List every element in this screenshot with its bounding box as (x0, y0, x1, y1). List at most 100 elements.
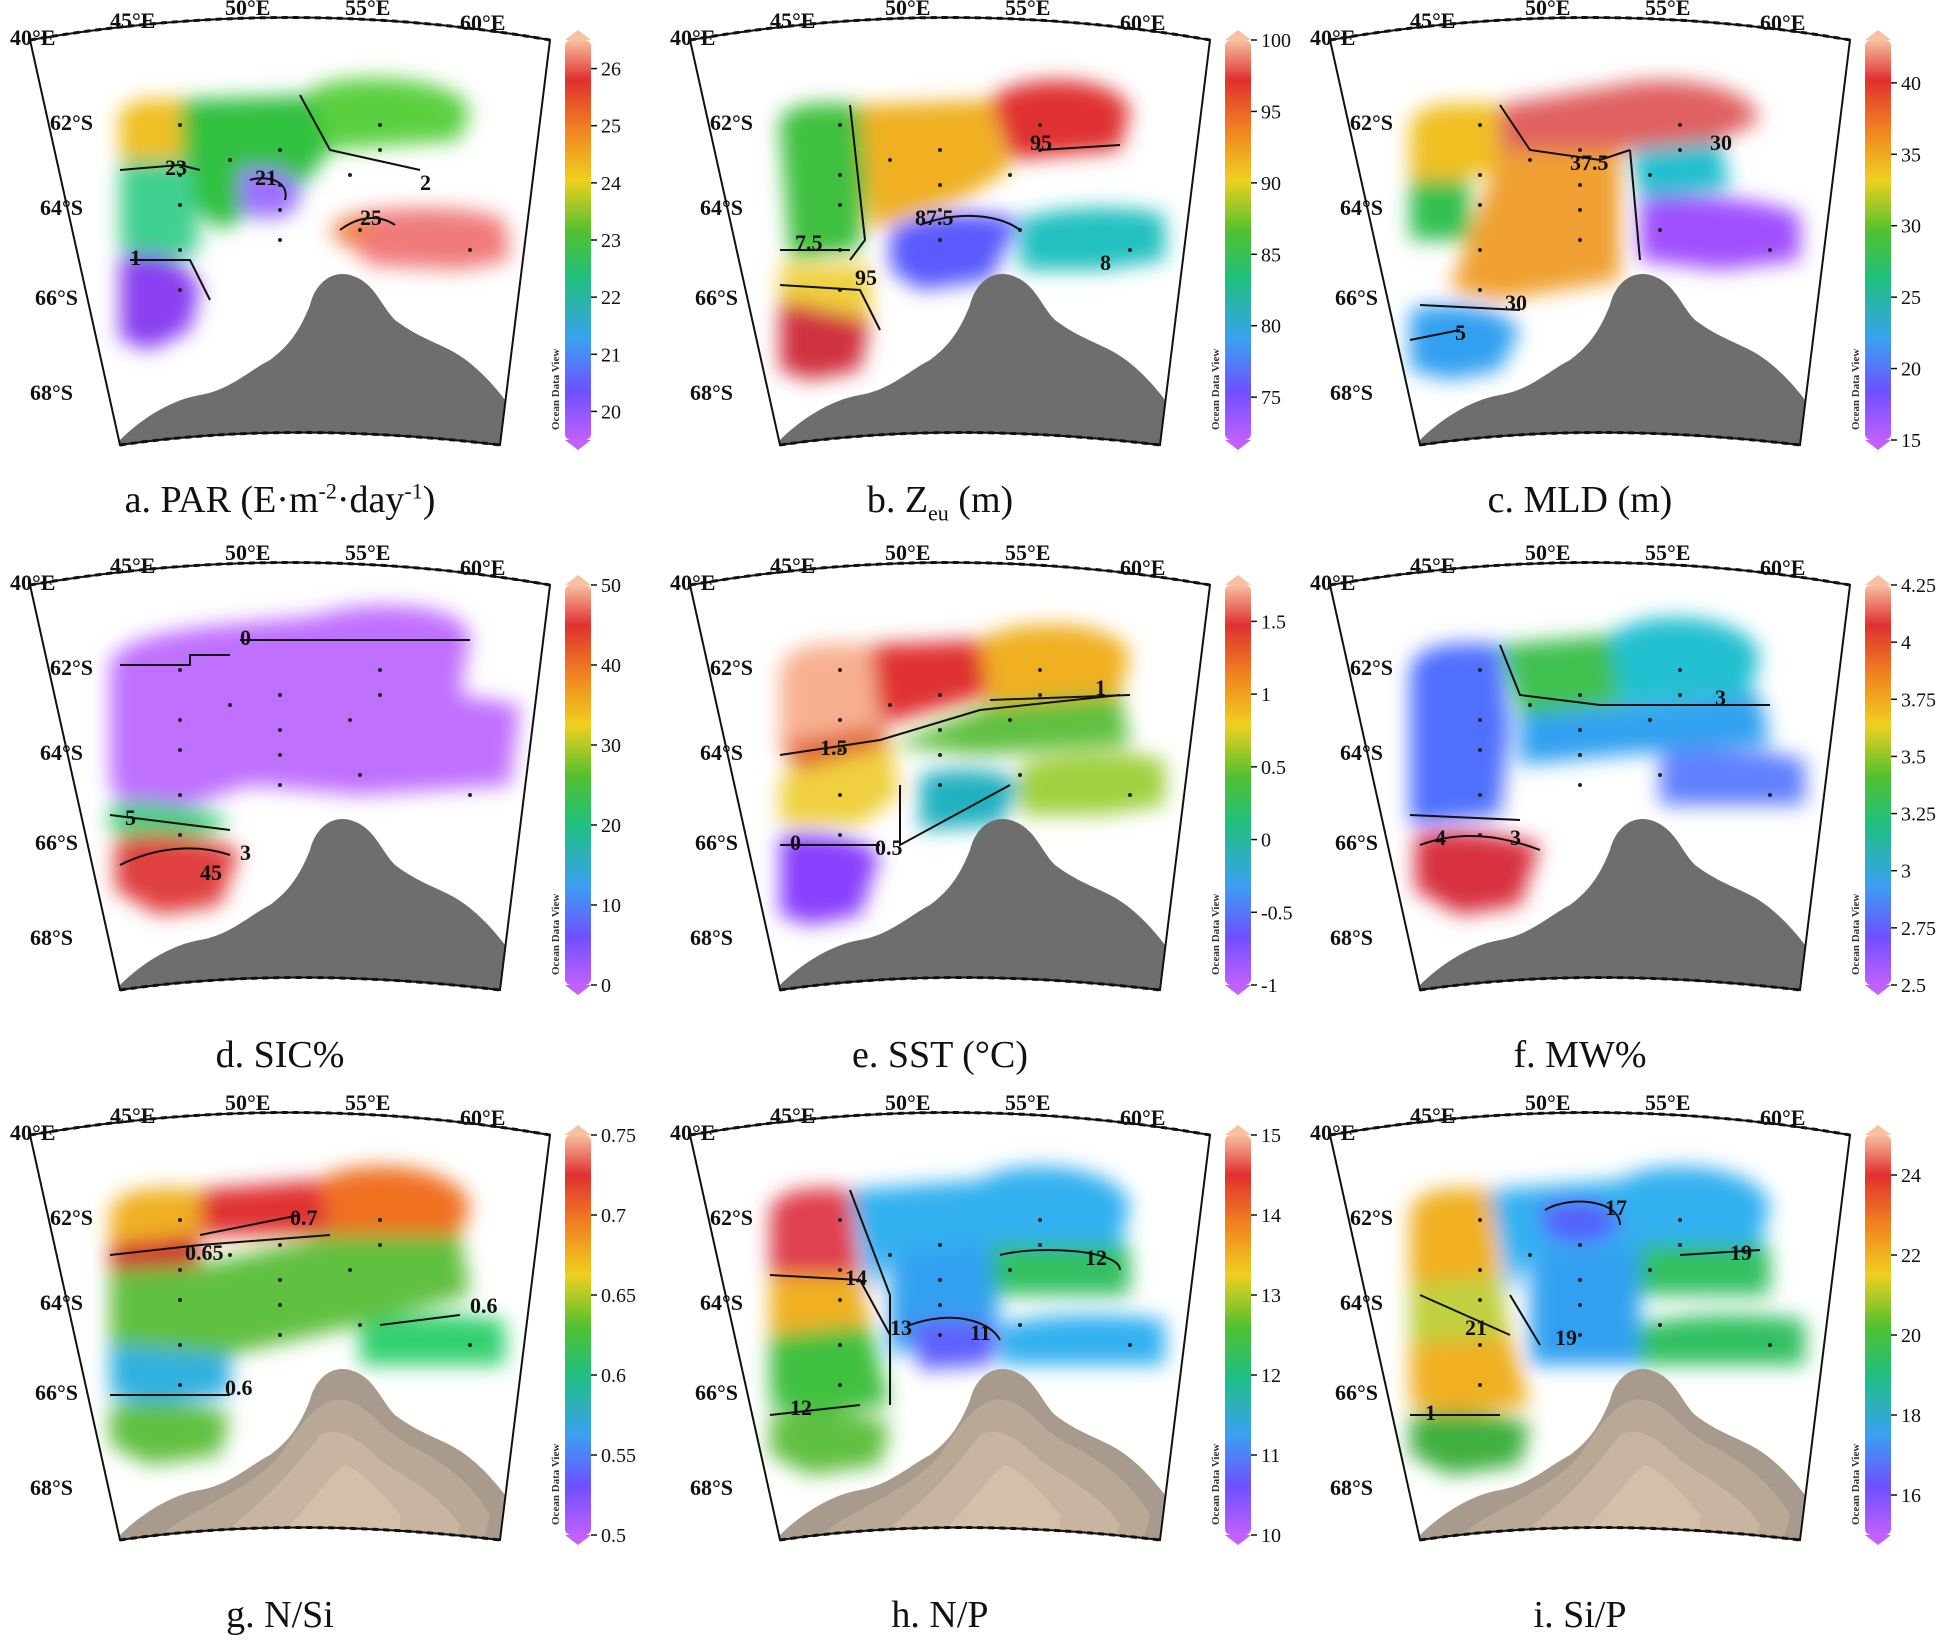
lon-label: 50°E (885, 1090, 930, 1115)
colorbar-tick-label: 10 (601, 895, 621, 917)
field-region (1020, 208, 1165, 270)
colorbar-credit: Ocean Data View (1850, 894, 1862, 975)
contour-line (1409, 814, 1521, 821)
colorbar-tick-label: 0.65 (601, 1285, 636, 1307)
station-dot (1658, 228, 1662, 232)
station-dot (1678, 148, 1682, 152)
lon-label: 40°E (10, 25, 55, 50)
map-h: 14 13 11 12 12 40°E 45°E 50°E 55°E 60°E 62°S 64°S 66… (670, 1090, 1281, 1547)
contour-line (249, 177, 287, 201)
station-dot (178, 288, 182, 292)
contour-label: 30 (1710, 130, 1732, 155)
contour-line (779, 284, 881, 331)
lon-label: 55°E (345, 1090, 390, 1115)
colorbar-tick-label: 40 (601, 655, 621, 677)
colorbar-tick-label: 0.5 (1261, 757, 1286, 779)
lon-label: 60°E (460, 555, 505, 580)
lat-label: 62°S (710, 110, 753, 135)
colorbar-tick-label: -0.5 (1261, 902, 1293, 924)
lon-label: 60°E (1120, 10, 1165, 35)
field-e (780, 624, 1165, 925)
field-region (120, 160, 200, 265)
field-d (110, 605, 520, 915)
colorbar-tick-label: 1 (1261, 684, 1271, 706)
lat-label: 64°S (40, 195, 83, 220)
colorbar-tick-label: 90 (1261, 173, 1281, 195)
contour-label: 21 (1465, 1315, 1487, 1340)
contour-line (109, 814, 231, 831)
station-dot (178, 248, 182, 252)
lat-label: 62°S (1350, 655, 1393, 680)
station-dot (378, 668, 382, 672)
station-dot (228, 703, 232, 707)
caption-i: i. Si/P (1300, 1593, 1860, 1637)
lat-label: 66°S (1335, 830, 1378, 855)
map-b: 95 87.5 7.5 95 8 40°E 45°E 50°E 55°E 60°E 62°S 64°S… (670, 0, 1291, 450)
station-dot (1528, 158, 1532, 162)
station-dot (1768, 1343, 1772, 1347)
field-a (118, 78, 510, 350)
contour-label: 1 (130, 245, 141, 270)
contour-label: 1 (1425, 1400, 1436, 1425)
colorbar-tick-label: 16 (1901, 1485, 1921, 1507)
colorbar-tick-label: 20 (601, 815, 621, 837)
station-dot (1128, 1343, 1132, 1347)
caption-a: a. PAR (E·m-2·day-1) (0, 478, 560, 522)
station-dot (1008, 173, 1012, 177)
lon-label: 55°E (1005, 1090, 1050, 1115)
lon-label: 40°E (670, 25, 715, 50)
lon-label: 45°E (770, 1103, 815, 1128)
colorbar-tick-label: 35 (1901, 144, 1921, 166)
lat-label: 68°S (30, 925, 73, 950)
station-dot (838, 1268, 842, 1272)
station-dot (838, 718, 842, 722)
station-dot (1038, 693, 1042, 697)
contour-label: 0.65 (185, 1240, 224, 1265)
contour-line (1679, 1249, 1761, 1256)
station-dot (938, 1303, 942, 1307)
lat-label: 66°S (1335, 1380, 1378, 1405)
station-dot (1478, 288, 1482, 292)
contour-label: 19 (1555, 1325, 1577, 1350)
field-region (1410, 305, 1520, 380)
lat-label: 68°S (30, 380, 73, 405)
field-region (1020, 753, 1165, 815)
contour-label: 12 (1085, 1245, 1107, 1270)
station-dot (1578, 183, 1582, 187)
station-dot (1578, 1333, 1582, 1337)
lon-label: 55°E (1005, 540, 1050, 565)
lat-label: 68°S (1330, 1475, 1373, 1500)
station-dot (1478, 123, 1482, 127)
land-mask (770, 274, 1165, 445)
colorbar-tick-label: 3.25 (1901, 804, 1936, 826)
contour-label: 13 (890, 1315, 912, 1340)
contour-label: 17 (1605, 1195, 1627, 1220)
colorbar-tick-label: 15 (1901, 430, 1921, 452)
contour-label: 3 (1510, 825, 1521, 850)
station-dot (838, 203, 842, 207)
colorbar-tick-label: 1.5 (1261, 611, 1286, 633)
station-dot (358, 1323, 362, 1327)
map-i: 17 19 21 19 1 40°E 45°E 50°E 55°E 60°E 62°S 64°S 66°… (1310, 1090, 1921, 1545)
station-dot (228, 1253, 232, 1257)
colorbar-tick-label: 22 (601, 287, 621, 309)
station-dot (1528, 1253, 1532, 1257)
lon-label: 50°E (1525, 0, 1570, 20)
land-mask (770, 819, 1165, 990)
station-dot (178, 1218, 182, 1222)
station-dot (1678, 1243, 1682, 1247)
station-dot (938, 238, 942, 242)
contour-line (299, 94, 421, 171)
field-i (1410, 1166, 1805, 1475)
field-region (118, 98, 190, 170)
colorbar-tick-label: 10 (1261, 1525, 1281, 1547)
station-dot (938, 208, 942, 212)
contour-label: 0.6 (470, 1293, 498, 1318)
field-region (110, 1235, 470, 1355)
contour-label: 30 (1505, 290, 1527, 315)
station-dot (838, 1218, 842, 1222)
station-dot (1578, 1303, 1582, 1307)
field-region (990, 80, 1130, 160)
contour-line (119, 163, 201, 171)
field-region (110, 605, 520, 815)
